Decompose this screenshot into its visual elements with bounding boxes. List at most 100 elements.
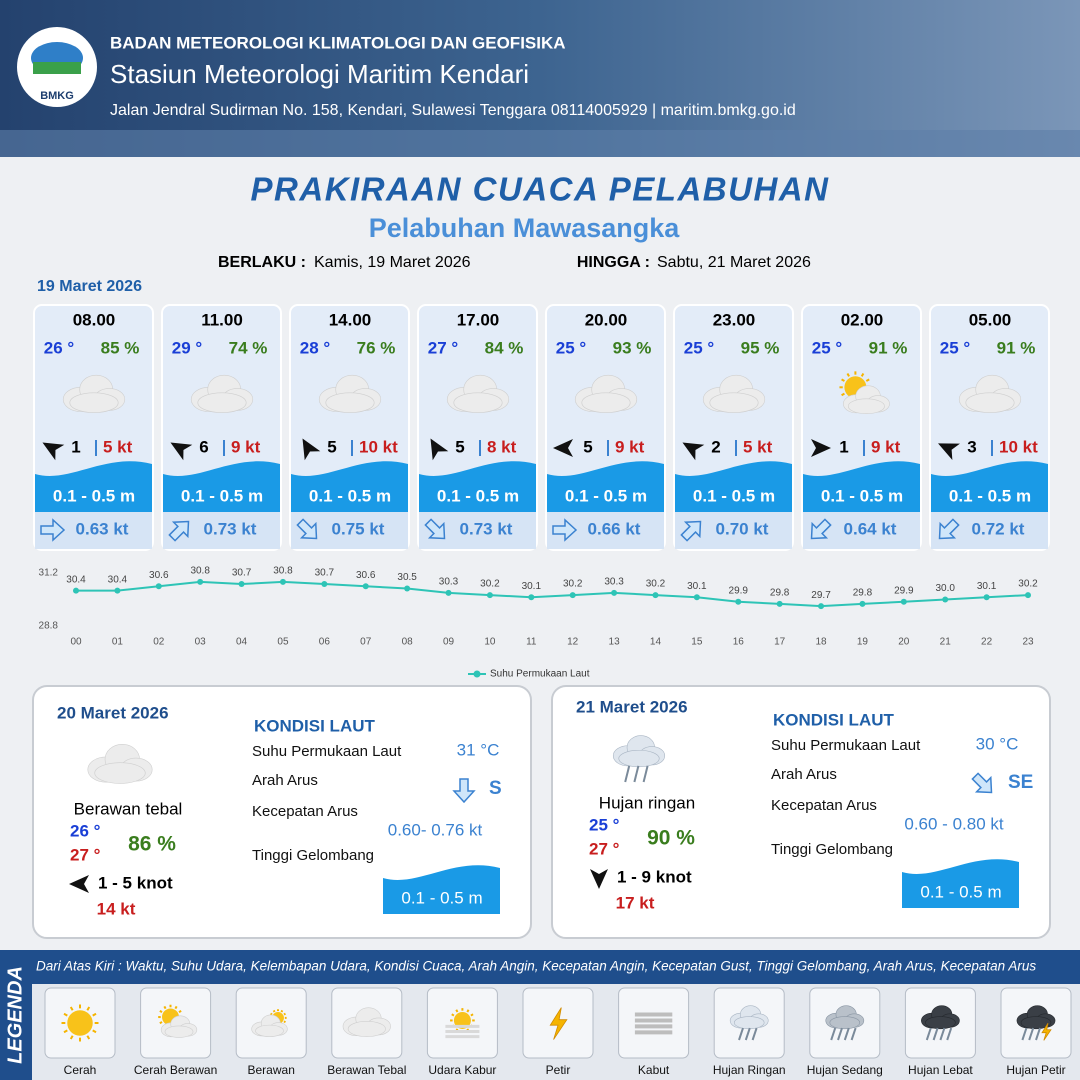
day-gust: 17 kt (616, 893, 655, 912)
sun (67, 1010, 93, 1036)
x-tick-label: 15 (691, 637, 703, 648)
forecast-temp: 25 ° (940, 338, 971, 357)
legend-description: Dari Atas Kiri : Waktu, Suhu Udara, Kele… (36, 959, 1036, 974)
cloud-part (255, 1024, 284, 1037)
forecast-time: 08.00 (73, 310, 116, 329)
wind-speed: 5 (327, 437, 336, 456)
day-temp-min: 26 ° (70, 821, 101, 840)
x-tick-label: 07 (360, 637, 372, 648)
cloud-part (618, 749, 660, 768)
legend-item: Udara Kabur (428, 1063, 496, 1077)
rain-drop (830, 1027, 837, 1041)
wave-height: 0.1 - 0.5 m (821, 486, 903, 505)
sst-value-label: 30.8 (273, 565, 293, 576)
day-panel (32, 685, 532, 939)
day-date: 19 Maret 2026 (37, 278, 142, 295)
sst-point (73, 587, 79, 594)
wave (902, 859, 1019, 908)
sun-ray (69, 1035, 74, 1040)
forecast-temp: 28 ° (300, 338, 331, 357)
forecast-time: 05.00 (969, 310, 1012, 329)
wind-gust: 10 kt (999, 437, 1038, 456)
x-tick-label: 08 (402, 637, 414, 648)
cloud-part (1020, 1016, 1052, 1030)
current-speed-label: Kecepatan Arus (252, 803, 358, 820)
forecast-time: 11.00 (201, 310, 243, 329)
forecast-humidity: 76 % (357, 338, 396, 357)
sst-value-label: 29.7 (811, 590, 831, 601)
rain-drop (1028, 1027, 1035, 1041)
sun-ray (63, 1029, 68, 1034)
rain-drop (624, 765, 631, 783)
legend-label: Suhu Permukaan Laut (490, 669, 590, 680)
x-tick-label: 12 (567, 637, 579, 648)
current-speed: 0.75 kt (332, 519, 385, 538)
forecast-time: 17.00 (457, 310, 500, 329)
x-tick-label: 10 (484, 637, 496, 648)
valid-to: Sabtu, 21 Maret 2026 (657, 254, 811, 271)
sun-ray (283, 1012, 286, 1016)
wave (291, 461, 408, 512)
title: PRAKIRAAN CUACA PELABUHAN (251, 171, 830, 208)
cloud-part (69, 392, 119, 413)
sun-ray (865, 378, 870, 382)
sun-ray (86, 1006, 91, 1011)
sun (453, 1011, 471, 1029)
current-arrow (810, 518, 832, 540)
wind-gust: 10 kt (359, 437, 398, 456)
wind-arrow (302, 438, 321, 461)
wind-gust: 5 kt (743, 437, 773, 456)
current-arrow (971, 772, 993, 794)
wave (803, 461, 920, 512)
wave (675, 461, 792, 512)
wind-gust: 8 kt (487, 437, 517, 456)
wave-label: Tinggi Gelombang (252, 847, 374, 864)
sst-point (362, 583, 369, 590)
day-temp-max: 27 ° (589, 839, 620, 858)
sst-point (818, 603, 825, 610)
sst-value-label: 29.8 (853, 588, 873, 599)
sun-ray (270, 1012, 273, 1016)
bolt (1041, 1022, 1052, 1041)
rain-drop (1021, 1027, 1028, 1041)
wind-gust: 9 kt (615, 437, 645, 456)
sun-ray (69, 1006, 74, 1011)
sun-ray (272, 1009, 276, 1013)
sun-ray (283, 1020, 286, 1024)
wave-height: 0.1 - 0.5 m (565, 486, 647, 505)
sst-value-label: 30.3 (439, 577, 459, 588)
rain-drop (850, 1027, 857, 1041)
sun-ray (455, 1009, 459, 1013)
x-tick-label: 09 (443, 637, 455, 648)
forecast-humidity: 84 % (485, 338, 524, 357)
wind-speed: 6 (199, 437, 208, 456)
sst-point (404, 585, 411, 592)
current-speed: 0.72 kt (972, 519, 1025, 538)
forecast-temp: 25 ° (556, 338, 587, 357)
sst-value-label: 30.6 (356, 570, 376, 581)
legend-strip (0, 950, 1080, 984)
sst-line (76, 580, 1029, 608)
sst-value-label: 30.7 (315, 568, 335, 579)
x-tick-label: 05 (277, 637, 289, 648)
current-speed: 0.60- 0.76 kt (388, 820, 483, 839)
wind-arrow (590, 869, 608, 889)
legend-icon-box (618, 987, 690, 1059)
sun-ray (174, 1005, 178, 1010)
legend-item: Hujan Sedang (807, 1063, 883, 1077)
wave (163, 461, 280, 512)
cloud-part (581, 392, 631, 413)
legend-item: Cerah Berawan (134, 1063, 217, 1077)
legend-item: Hujan Lebat (908, 1063, 973, 1077)
sst-value-label: 30.2 (1018, 579, 1038, 590)
sst-point (114, 587, 121, 594)
legend-item: Berawan (248, 1063, 295, 1077)
current-dir-label: Arah Arus (771, 766, 837, 783)
forecast-humidity: 91 % (869, 338, 908, 357)
current-speed: 0.73 kt (460, 519, 513, 538)
wind-speed: 5 (455, 437, 464, 456)
sst-point (1025, 592, 1031, 599)
forecast-temp: 27 ° (428, 338, 459, 357)
sst-value-label: 30.0 (935, 583, 955, 594)
